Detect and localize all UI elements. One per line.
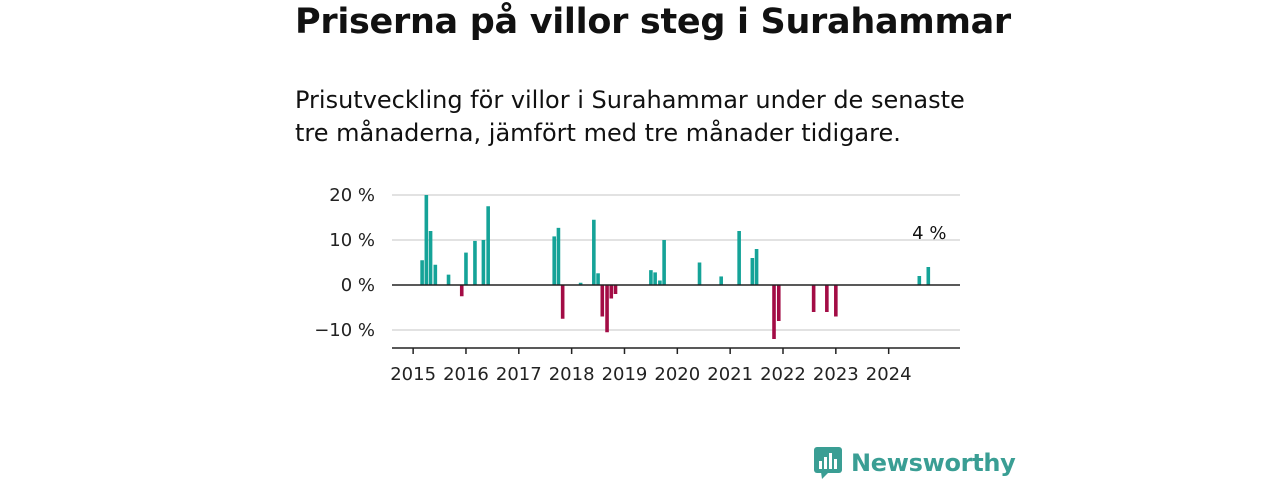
bar-positive [446,274,451,285]
bar-positive [649,270,653,285]
bar-positive [697,262,702,285]
x-tick-label: 2017 [496,364,542,385]
x-tick-label: 2018 [549,364,595,385]
bar-positive [917,276,922,285]
bar-negative [772,285,776,339]
chart-title: Priserna på villor steg i Surahammar [295,2,1011,42]
bar-positive [658,280,662,285]
last-value-label: 4 % [912,223,946,244]
bar-negative [609,285,614,299]
bar-positive [552,236,557,285]
y-tick-label: 20 % [329,185,375,206]
bar-positive [428,231,433,285]
bar-positive [424,195,429,285]
x-tick-label: 2024 [866,364,912,385]
x-tick-label: 2020 [654,364,700,385]
bar-negative [825,285,829,312]
bar-negative [834,285,838,317]
chart-subtitle: Prisutveckling för villor i Surahammar u… [295,86,965,147]
bar-positive [592,219,596,285]
x-tick-label: 2022 [760,364,806,385]
bar-positive [556,227,561,285]
bar-positive [481,240,486,285]
bar-negative [811,285,816,312]
bar-negative [605,285,609,333]
bar-positive [486,206,490,285]
bar-positive [464,252,468,285]
bar-negative [459,285,464,297]
x-tick-label: 2023 [813,364,859,385]
bar-positive [473,240,477,285]
bar-positive [926,267,931,285]
bar-positive [433,264,438,285]
brand-name: Newsworthy [851,449,1016,477]
newsworthy-logo: Newsworthy [813,446,1016,480]
bar-positive [578,282,583,285]
bar-positive [420,260,424,285]
bar-negative [560,285,565,319]
bar-chart-speech-bubble-icon [814,447,842,479]
bar-positive [719,276,723,285]
x-tick-label: 2021 [707,364,753,385]
bar-positive [737,231,741,285]
x-tick-label: 2016 [443,364,489,385]
y-tick-label: −10 % [314,320,375,341]
x-tick-label: 2015 [390,364,436,385]
bar-positive [754,249,759,285]
bar-negative [600,285,605,317]
bar-positive [750,258,755,285]
y-tick-label: 0 % [341,275,375,296]
x-tick-label: 2019 [602,364,648,385]
bar-positive [662,240,666,285]
bar-negative [776,285,781,321]
y-tick-label: 10 % [329,230,375,251]
bar-negative [613,285,618,294]
bar-positive [596,273,600,285]
bar-positive [653,272,657,285]
